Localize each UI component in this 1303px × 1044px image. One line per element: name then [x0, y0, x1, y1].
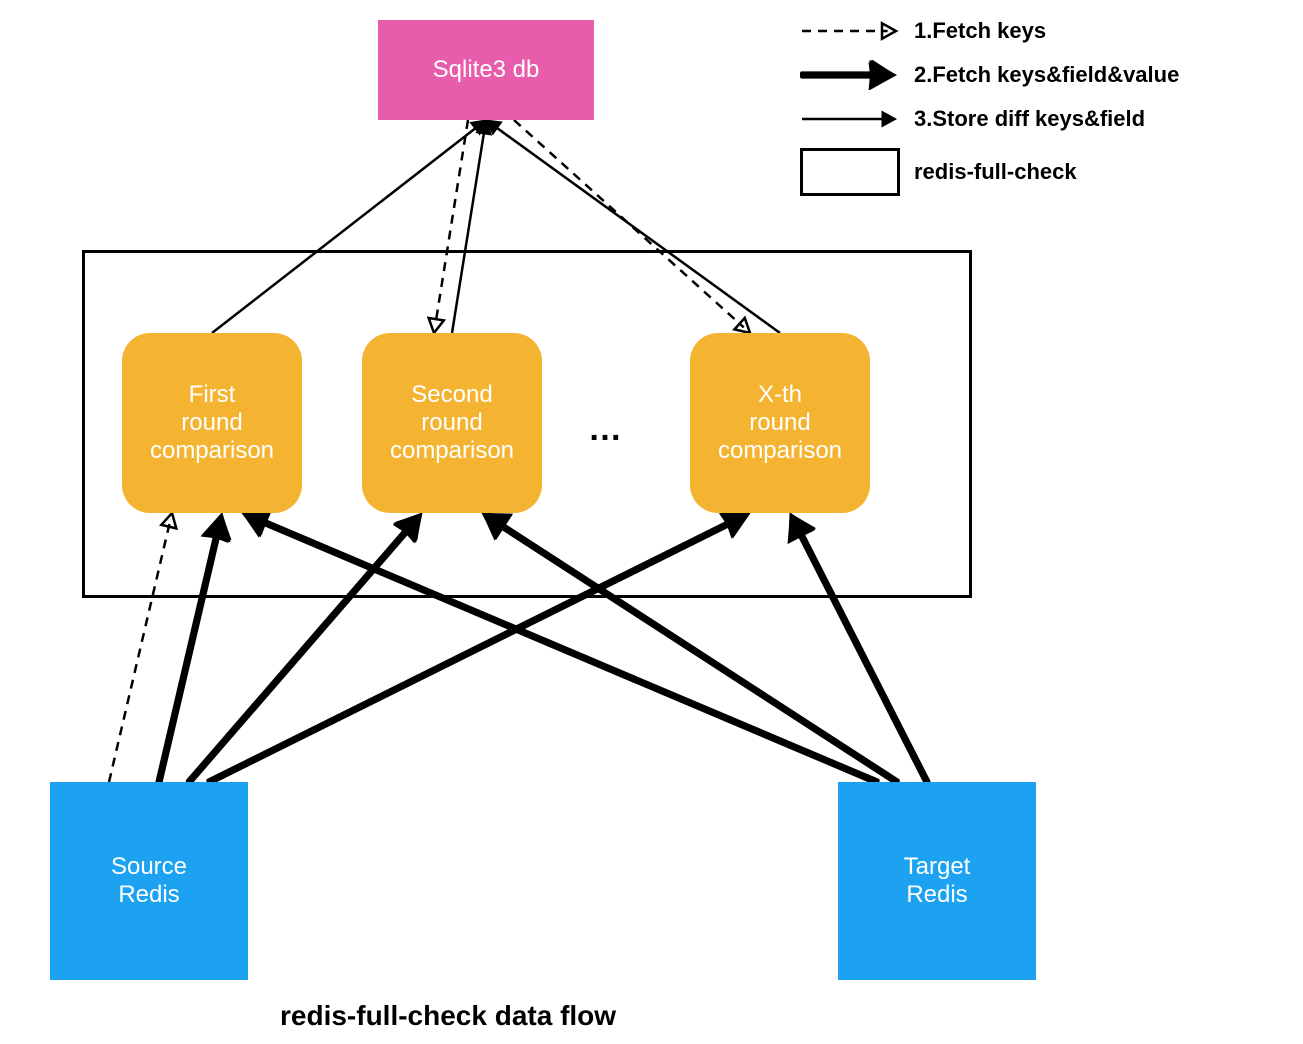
node-sqlite-db: Sqlite3 db — [378, 20, 594, 120]
legend-label: 3.Store diff keys&field — [914, 106, 1145, 132]
node-source-redis: SourceRedis — [50, 782, 248, 980]
legend-item-thin: 3.Store diff keys&field — [800, 104, 1179, 134]
node-label: X-throundcomparison — [718, 381, 842, 465]
ellipsis: … — [588, 410, 622, 449]
node-second-round: Secondroundcomparison — [362, 333, 542, 513]
legend-label: redis-full-check — [914, 159, 1077, 185]
ellipsis-text: … — [588, 410, 622, 448]
node-label: Sqlite3 db — [433, 56, 540, 84]
legend-label: 2.Fetch keys&field&value — [914, 62, 1179, 88]
legend-label: 1.Fetch keys — [914, 18, 1046, 44]
legend-symbol-rect — [800, 148, 900, 196]
legend-item-dashed: 1.Fetch keys — [800, 16, 1179, 46]
node-label: Firstroundcomparison — [150, 381, 274, 465]
legend-symbol-thick-arrow — [800, 60, 900, 90]
diagram-caption: redis-full-check data flow — [280, 1000, 616, 1032]
legend-item-thick: 2.Fetch keys&field&value — [800, 60, 1179, 90]
legend: 1.Fetch keys 2.Fetch keys&field&value 3.… — [800, 16, 1179, 196]
node-label: Secondroundcomparison — [390, 381, 514, 465]
node-xth-round: X-throundcomparison — [690, 333, 870, 513]
node-label: TargetRedis — [904, 853, 971, 909]
legend-symbol-dashed-arrow — [800, 16, 900, 46]
diagram-stage: Sqlite3 db Firstroundcomparison Secondro… — [0, 0, 1303, 1044]
node-target-redis: TargetRedis — [838, 782, 1036, 980]
node-label: SourceRedis — [111, 853, 187, 909]
legend-symbol-thin-arrow — [800, 104, 900, 134]
node-first-round: Firstroundcomparison — [122, 333, 302, 513]
legend-item-rect: redis-full-check — [800, 148, 1179, 196]
caption-text: redis-full-check data flow — [280, 1000, 616, 1031]
